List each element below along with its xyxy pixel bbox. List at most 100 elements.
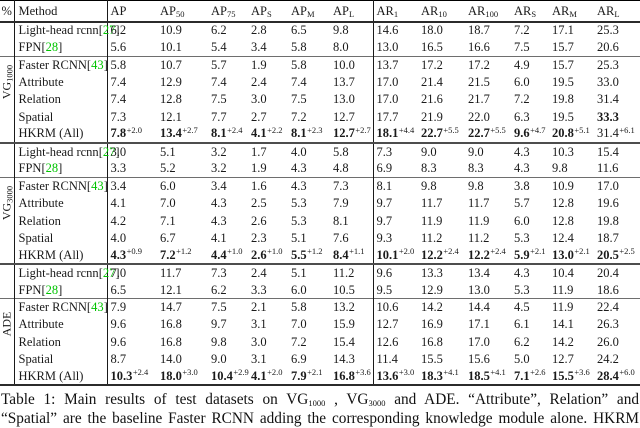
gain-superscript: +1.1: [349, 246, 365, 257]
value-cell: 12.8: [160, 92, 182, 107]
table-row: FPN[28] 3.3 5.2 3.2 1.9 4.3 4.8 6.9 8.3 8.3 4.3 9.8…: [0, 160, 640, 178]
group-column-cell: [0, 246, 15, 265]
value-cell: 4.4+1.0: [211, 246, 243, 262]
value-cell: 4.3: [514, 161, 530, 176]
value-cell: 11.2: [468, 230, 490, 245]
citation-link[interactable]: 28: [45, 161, 59, 176]
value-cell: 11.9: [552, 300, 574, 315]
value-cell: 2.1: [251, 300, 267, 315]
method-cell: Spatial: [14, 229, 108, 247]
value-cell: 11.9: [468, 213, 490, 228]
value-cell: 12.9: [421, 282, 443, 297]
value-cell: 9.8: [211, 334, 227, 349]
dataset-group-label: VG3000: [0, 185, 15, 221]
value-cell: 20.6: [597, 39, 619, 54]
value-cell: 3.4: [110, 179, 127, 194]
value-cell: 9.0: [468, 144, 484, 159]
value-cell: 14.2: [421, 300, 443, 315]
method-cell: Faster RCNN[43]: [14, 298, 108, 317]
value-cell: 12.2+2.4: [468, 246, 506, 262]
citation-link[interactable]: 27: [102, 144, 116, 159]
value-cell: 7.3: [376, 144, 393, 159]
method-cell: Attribute: [14, 194, 108, 213]
value-cell: 10.1+2.0: [376, 246, 415, 262]
value-cell: 7.9: [110, 300, 127, 315]
value-cell: 5.8: [291, 39, 307, 54]
value-cell: 18.0: [421, 23, 443, 38]
value-cell: 15.9: [330, 316, 374, 334]
value-cell: 4.3: [514, 266, 530, 280]
value-cell: 17.1: [552, 23, 574, 38]
value-cell: 4.0: [291, 144, 307, 159]
gain-superscript: +1.2: [307, 246, 323, 257]
value-cell: 19.8: [597, 213, 619, 228]
col-header-apl: APL: [330, 0, 374, 22]
value-cell: 3.2: [211, 144, 227, 159]
table-row: Faster RCNN[43] 7.9 14.7 7.5 2.1 5.8 13.2 10.6 1…: [0, 298, 640, 317]
table-row: FPN[28] 6.5 12.1 6.2 3.3 6.0 10.5 9.5 12.9 13.0 5.…: [0, 281, 640, 299]
value-cell: 25.3: [597, 57, 619, 72]
group-column-cell: [0, 281, 15, 299]
gain-superscript: +4.1: [443, 367, 459, 378]
citation-link[interactable]: 27: [102, 266, 116, 280]
value-cell: 7.0: [291, 317, 307, 332]
value-cell: 5.7: [211, 57, 227, 72]
value-cell: 17.1: [468, 317, 490, 332]
value-cell: 26.0: [597, 334, 619, 349]
group-column-cell: [0, 90, 15, 109]
gain-superscript: +3.6: [574, 367, 590, 378]
value-cell: 16.8: [160, 334, 182, 349]
value-cell: 5.3: [291, 196, 307, 211]
col-header-apm: APM: [291, 3, 315, 19]
citation-link[interactable]: 43: [91, 300, 104, 315]
value-cell: 5.0: [514, 352, 530, 367]
value-cell: 7.0: [110, 266, 127, 280]
value-cell: 15.5+3.6: [552, 367, 590, 383]
group-column-cell: [0, 212, 15, 230]
group-column-cell: [0, 73, 15, 91]
group-column-cell: [0, 298, 15, 317]
gain-superscript: +2.4: [227, 124, 243, 135]
value-cell: 20.8+5.1: [552, 124, 590, 141]
value-cell: 21.7: [468, 92, 490, 107]
gain-superscript: +1.0: [227, 246, 243, 257]
value-cell: 12.2+2.4: [421, 246, 459, 262]
citation-link[interactable]: 43: [91, 179, 104, 194]
value-cell: 4.3: [211, 213, 227, 228]
dataset-group-label: VG1000: [0, 64, 15, 99]
value-cell: 10.9: [552, 179, 574, 194]
col-header-aps: APS: [251, 3, 272, 19]
value-cell: 16.5: [421, 39, 443, 54]
value-cell: 3.8: [514, 179, 530, 194]
caption-line: Table 1: Main results of test datasets o…: [1, 391, 639, 409]
value-cell: 22.4: [597, 300, 619, 315]
table-row: Faster RCNN[43] 5.8 10.7 5.7 1.9 5.8 10.0 13.7 1…: [0, 56, 640, 74]
value-cell: 4.1+2.0: [251, 367, 283, 383]
value-cell: 17.7: [376, 109, 399, 124]
citation-link[interactable]: 27: [102, 23, 116, 38]
gain-superscript: +2.6: [530, 367, 546, 378]
value-cell: 10.4+2.9: [211, 367, 249, 383]
value-cell: 7.2: [291, 334, 307, 349]
value-cell: 33.3: [597, 109, 619, 124]
gain-superscript: +2.5: [619, 246, 635, 257]
table-row: Light-head rcnn[27] 7.0 11.7 7.3 2.4 5.1 11.2 9…: [0, 264, 640, 282]
value-cell: 10.1: [160, 39, 182, 54]
value-cell: 8.1: [330, 212, 374, 230]
value-cell: 3.1: [251, 317, 267, 332]
gain-superscript: +2.1: [530, 246, 546, 257]
col-header-arl: ARL: [597, 3, 620, 19]
gain-superscript: +2.4: [132, 367, 149, 378]
citation-link[interactable]: 28: [45, 282, 59, 297]
value-cell: 2.6+1.0: [251, 246, 283, 262]
value-cell: 9.5: [376, 282, 393, 297]
value-cell: 13.7: [330, 73, 374, 91]
method-cell: Relation: [14, 333, 108, 351]
value-cell: 13.4: [468, 266, 490, 280]
citation-link[interactable]: 28: [45, 39, 59, 54]
citation-link[interactable]: 43: [91, 57, 104, 72]
table-row: FPN[28] 5.6 10.1 5.4 3.4 5.8 8.0 13.0 16.5 16.6 7.…: [0, 38, 640, 57]
value-cell: 5.8: [330, 142, 374, 161]
value-cell: 19.5: [552, 109, 574, 124]
